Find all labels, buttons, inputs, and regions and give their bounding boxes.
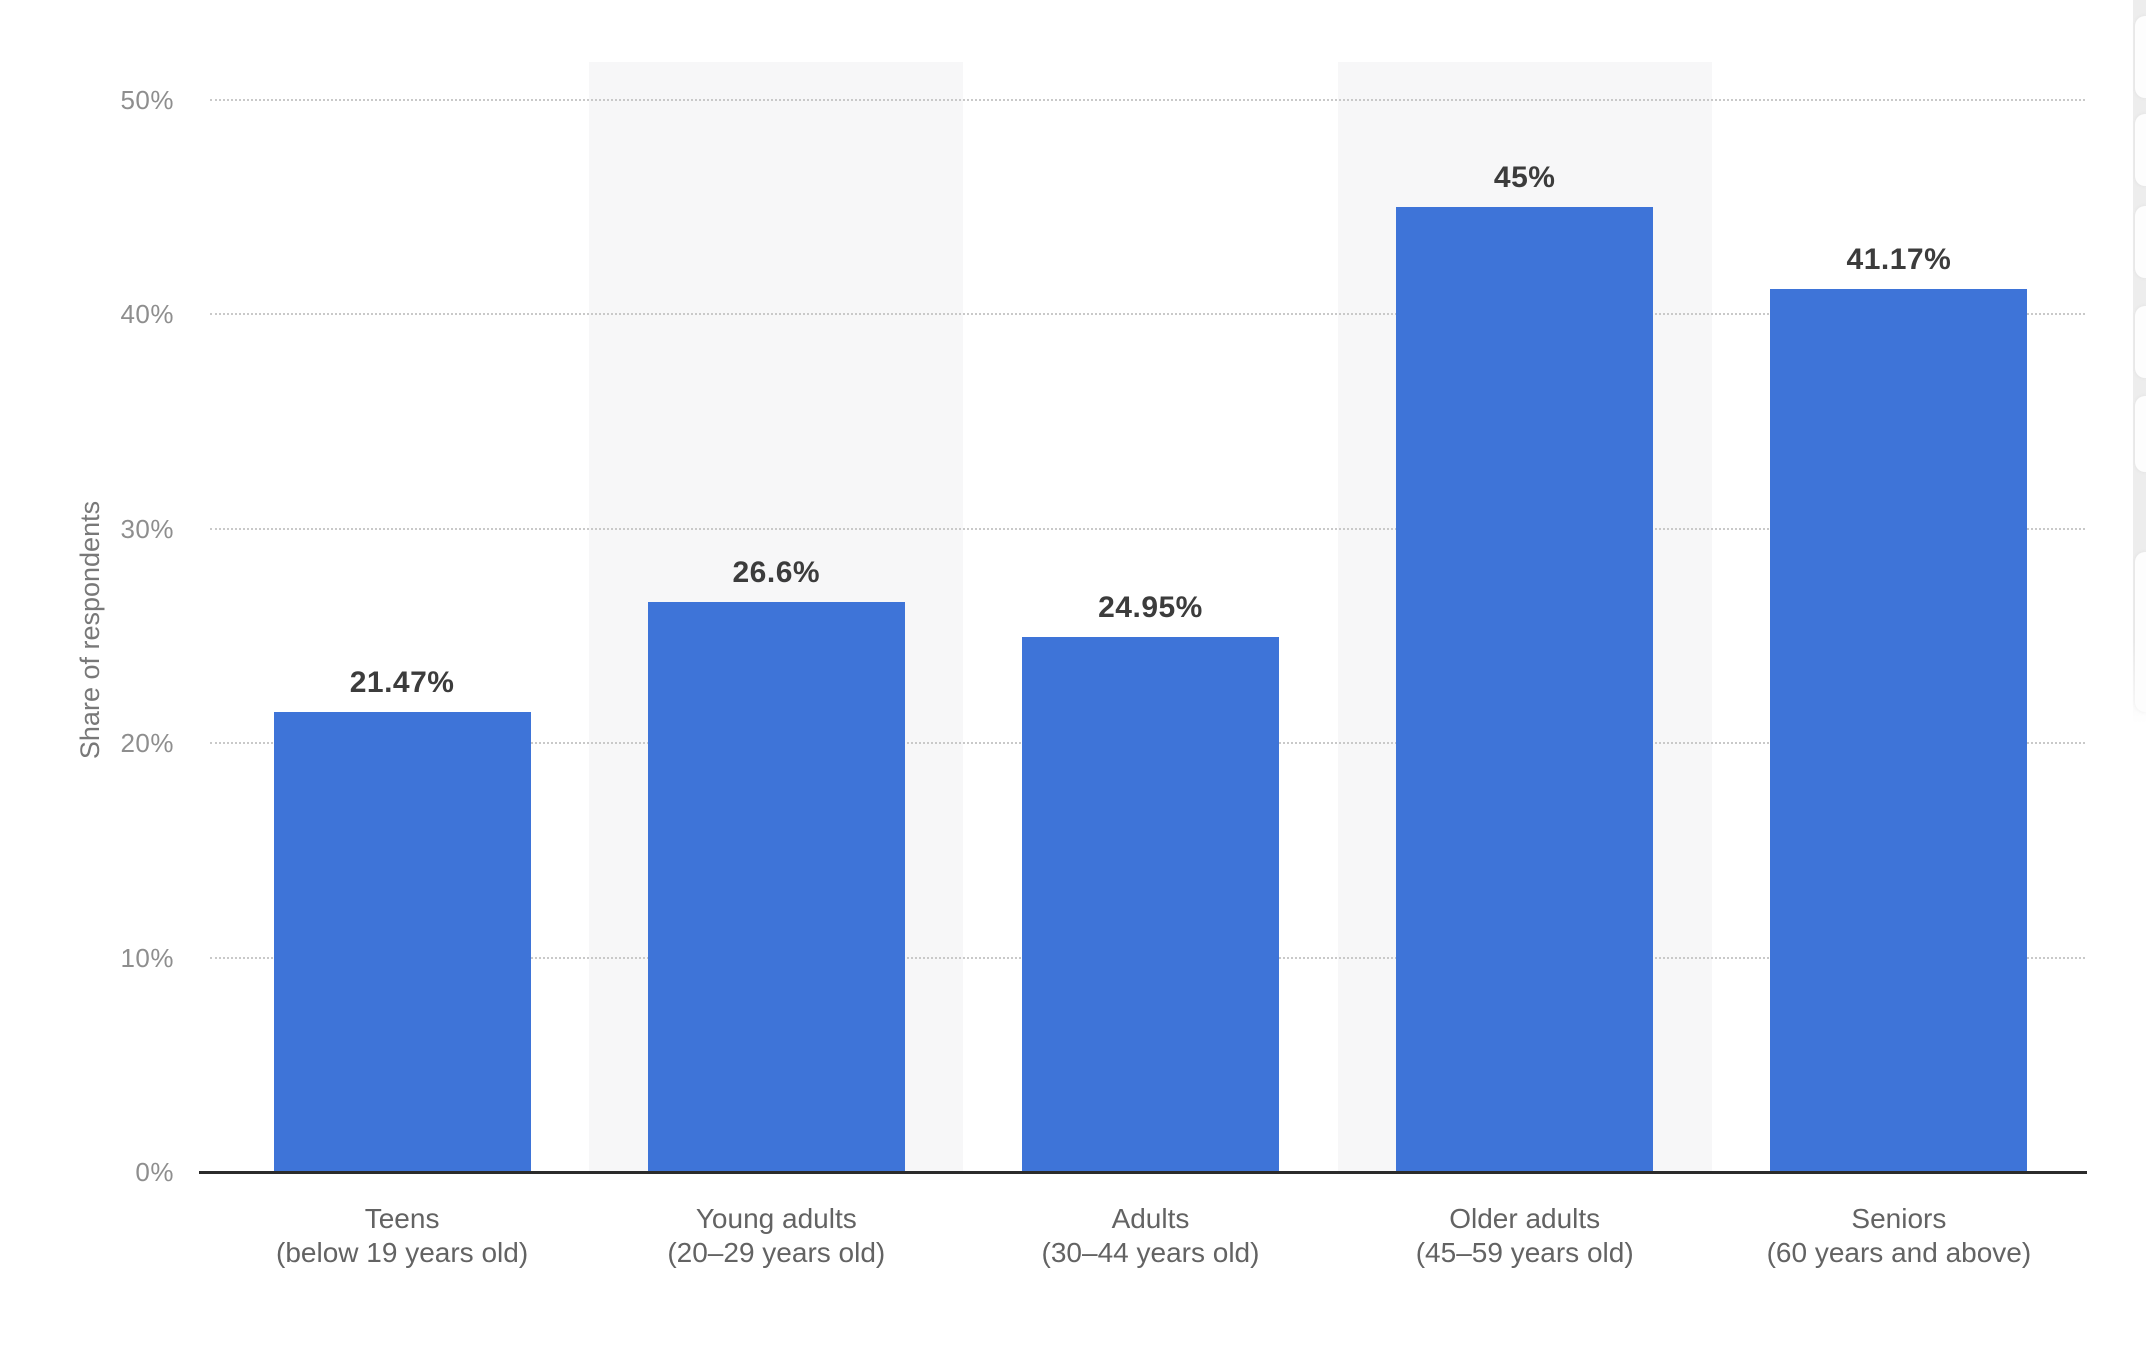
bar-value-label: 24.95% <box>1098 591 1203 625</box>
side-toolbar-button-fragment[interactable] <box>2135 396 2146 472</box>
x-category-label: Teens (below 19 years old) <box>195 1202 609 1270</box>
category-age-range: (below 19 years old) <box>276 1237 529 1268</box>
y-tick-label: 20% <box>120 728 174 759</box>
category-age-range: (60 years and above) <box>1766 1237 2032 1268</box>
side-toolbar-button-fragment[interactable] <box>2135 206 2146 278</box>
category-name: Older adults <box>1449 1203 1601 1234</box>
side-toolbar-button-fragment[interactable] <box>2135 552 2146 712</box>
bar-value-label: 41.17% <box>1846 243 1952 277</box>
y-axis-title: Share of respondents <box>75 500 105 760</box>
y-tick-label: 40% <box>120 299 174 330</box>
gridline-40 <box>210 313 2085 316</box>
x-category-label: Older adults (45–59 years old) <box>1318 1202 1732 1270</box>
category-name: Seniors <box>1851 1203 1947 1234</box>
bar-5 <box>1770 289 2028 1172</box>
bar-value-label: 45% <box>1493 161 1556 195</box>
gridline-30 <box>210 527 2085 530</box>
category-age-range: (45–59 years old) <box>1415 1237 1634 1268</box>
x-category-label: Young adults (20–29 years old) <box>569 1202 983 1270</box>
x-category-label: Adults (30–44 years old) <box>943 1202 1357 1270</box>
x-category-label: Seniors (60 years and above) <box>1692 1202 2106 1270</box>
y-tick-label: 30% <box>120 513 174 544</box>
side-toolbar-button-fragment[interactable] <box>2135 114 2146 186</box>
category-age-range: (30–44 years old) <box>1041 1237 1260 1268</box>
y-tick-label: 10% <box>120 942 174 973</box>
clipped-side-toolbar <box>2133 0 2146 724</box>
side-toolbar-button-fragment[interactable] <box>2135 306 2146 378</box>
gridline-50 <box>210 99 2085 101</box>
bar-value-label: 26.6% <box>732 555 821 589</box>
side-toolbar-button-fragment[interactable] <box>2135 16 2146 98</box>
x-axis-line <box>199 1171 2087 1174</box>
category-age-range: (20–29 years old) <box>667 1237 886 1268</box>
category-name: Adults <box>1111 1203 1190 1234</box>
bar-value-label: 21.47% <box>349 665 455 699</box>
bar-2 <box>647 601 905 1172</box>
category-name: Teens <box>364 1203 440 1234</box>
bar-4 <box>1396 207 1654 1172</box>
y-tick-label: 0% <box>135 1157 174 1187</box>
category-name: Young adults <box>695 1203 857 1234</box>
bar-1 <box>273 711 531 1172</box>
y-tick-label: 50% <box>120 85 174 115</box>
bar-3 <box>1022 637 1279 1172</box>
